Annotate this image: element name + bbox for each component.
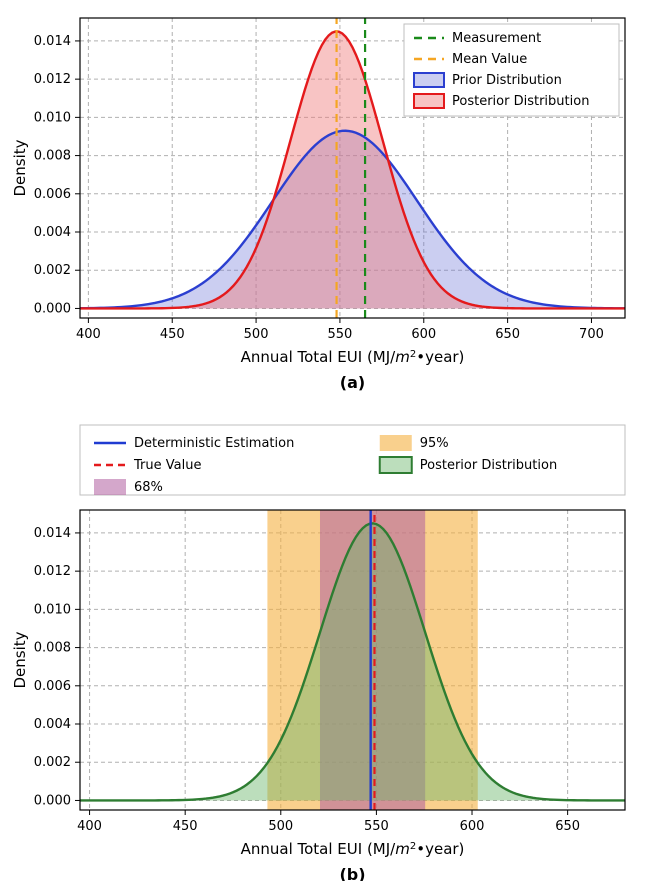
ytick-label: 0.006	[34, 679, 71, 694]
xtick-label: 650	[495, 327, 520, 342]
legend-label: Deterministic Estimation	[134, 436, 294, 451]
ytick-label: 0.000	[34, 301, 71, 316]
legend-swatch	[380, 435, 412, 451]
ylabel: Density	[11, 139, 29, 196]
ytick-label: 0.012	[34, 72, 71, 87]
legend-label: Posterior Distribution	[420, 458, 557, 473]
ytick-label: 0.006	[34, 187, 71, 202]
legend-label: 68%	[134, 480, 163, 495]
legend-swatch	[414, 94, 444, 108]
ytick-label: 0.010	[34, 602, 71, 617]
ytick-label: 0.002	[34, 755, 71, 770]
xtick-label: 400	[76, 327, 101, 342]
ytick-label: 0.014	[34, 526, 71, 541]
legend-b: Deterministic Estimation True Value 68% 95%…	[80, 425, 625, 495]
legend-label: Measurement	[452, 31, 541, 46]
xtick-label: 500	[244, 327, 269, 342]
xlabel: Annual Total EUI (MJ/m2•year)	[241, 840, 465, 858]
figure: 400 450 500 550 600 650 700 0.000 0.002 0.004 0.00…	[0, 0, 645, 881]
legend-swatch	[94, 479, 126, 495]
xtick-label: 550	[364, 819, 389, 834]
legend-label: True Value	[133, 458, 201, 473]
subplot-label-b: (b)	[339, 865, 365, 881]
legend-label: Mean Value	[452, 52, 527, 67]
ytick-label: 0.008	[34, 641, 71, 656]
xtick-label: 550	[328, 327, 353, 342]
ytick-label: 0.004	[34, 717, 71, 732]
legend-swatch	[414, 73, 444, 87]
xtick-label: 600	[411, 327, 436, 342]
plot-area: 400 450 500 550 600 650 0.000 0.002 0.004 0.006 0.…	[11, 510, 625, 858]
ytick-label: 0.004	[34, 225, 71, 240]
figure-svg: 400 450 500 550 600 650 700 0.000 0.002 0.004 0.00…	[0, 0, 645, 881]
ytick-label: 0.014	[34, 34, 71, 49]
xlabel: Annual Total EUI (MJ/m2•year)	[241, 348, 465, 366]
ytick-label: 0.012	[34, 564, 71, 579]
ytick-label: 0.000	[34, 793, 71, 808]
ytick-label: 0.008	[34, 149, 71, 164]
legend-label: 95%	[420, 436, 449, 451]
subplot-label-a: (a)	[340, 373, 365, 392]
xtick-label: 700	[579, 327, 604, 342]
xtick-label: 600	[460, 819, 485, 834]
ytick-label: 0.010	[34, 110, 71, 125]
ytick-label: 0.002	[34, 263, 71, 278]
plot-content	[80, 510, 625, 810]
legend-label: Posterior Distribution	[452, 94, 589, 109]
xtick-label: 450	[160, 327, 185, 342]
ylabel: Density	[11, 631, 29, 688]
xtick-label: 500	[268, 819, 293, 834]
xtick-label: 400	[77, 819, 102, 834]
xtick-label: 450	[173, 819, 198, 834]
legend-label: Prior Distribution	[452, 73, 562, 88]
xtick-label: 650	[555, 819, 580, 834]
legend-swatch	[380, 457, 412, 473]
posterior-area-b	[80, 523, 625, 800]
legend-a: Measurement Mean Value Prior Distribution P…	[404, 24, 619, 116]
